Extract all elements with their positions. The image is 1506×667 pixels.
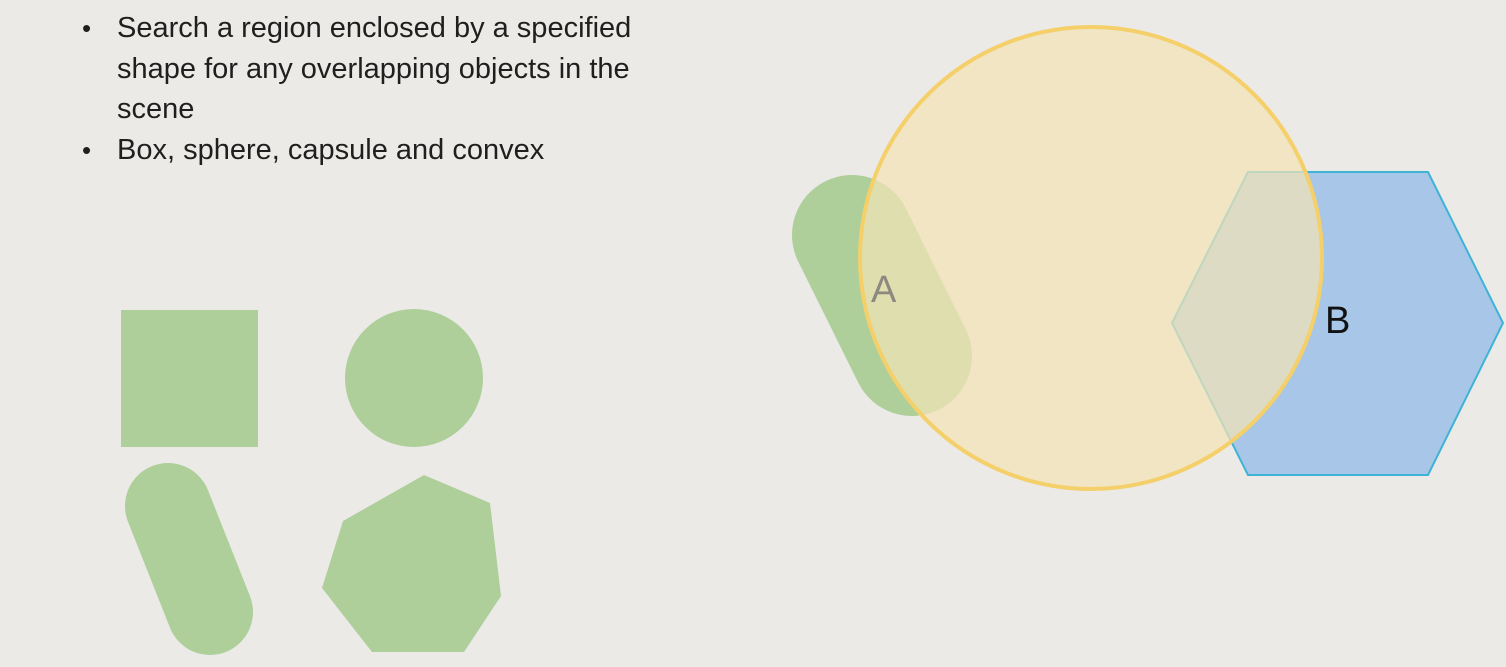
- label-b: B: [1325, 300, 1350, 342]
- capsule-shape: [125, 463, 253, 655]
- bullet-item: Search a region enclosed by a specified …: [78, 8, 698, 130]
- box-shape: [121, 310, 258, 447]
- query-sphere: [858, 25, 1324, 491]
- label-a: A: [871, 269, 897, 311]
- sphere-shape: [345, 309, 483, 447]
- convex-shape: [322, 475, 501, 652]
- bullet-list: Search a region enclosed by a specified …: [78, 8, 698, 170]
- bullet-item: Box, sphere, capsule and convex: [78, 130, 698, 171]
